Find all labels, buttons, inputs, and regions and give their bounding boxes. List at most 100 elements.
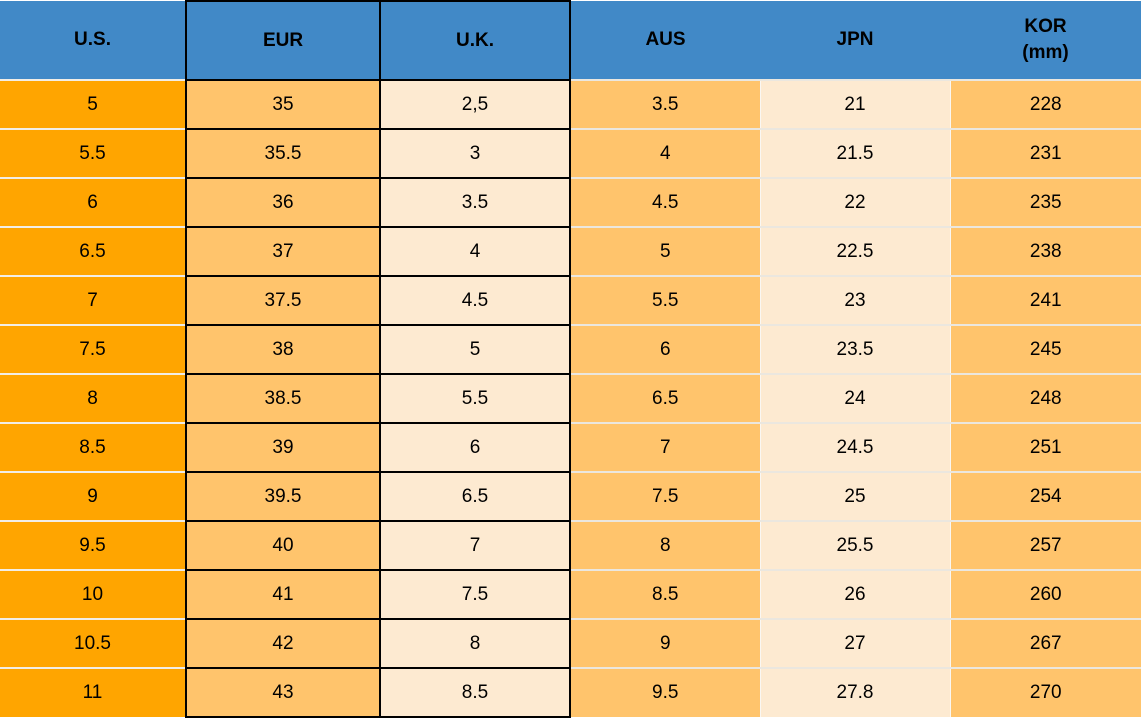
table-row: 9 39.5 6.5 7.5 25 254 bbox=[0, 471, 1141, 522]
cell-jpn: 26 bbox=[759, 569, 950, 619]
cell-eur: 36 bbox=[185, 177, 381, 228]
header-kor-label: KOR bbox=[1024, 16, 1067, 38]
cell-eur: 39 bbox=[185, 422, 381, 473]
cell-aus: 9 bbox=[570, 618, 760, 668]
table-row: 8 38.5 5.5 6.5 24 248 bbox=[0, 373, 1141, 424]
cell-kor: 248 bbox=[949, 373, 1141, 423]
cell-kor: 267 bbox=[949, 618, 1141, 668]
cell-kor: 231 bbox=[949, 128, 1141, 178]
cell-us: 8 bbox=[0, 373, 186, 423]
cell-aus: 7.5 bbox=[570, 471, 760, 521]
header-uk: U.K. bbox=[379, 0, 571, 81]
cell-us: 10.5 bbox=[0, 618, 186, 668]
cell-eur: 40 bbox=[185, 520, 381, 571]
cell-uk: 6 bbox=[379, 422, 571, 473]
cell-us: 7.5 bbox=[0, 324, 186, 374]
cell-eur: 37 bbox=[185, 226, 381, 277]
cell-us: 5.5 bbox=[0, 128, 186, 178]
header-row: U.S. EUR U.K. AUS JPN KOR (mm) bbox=[0, 0, 1141, 81]
table-row: 7 37.5 4.5 5.5 23 241 bbox=[0, 275, 1141, 326]
cell-jpn: 24.5 bbox=[759, 422, 950, 472]
cell-aus: 6 bbox=[570, 324, 760, 374]
cell-eur: 43 bbox=[185, 667, 381, 718]
table-body: 5 35 2,5 3.5 21 228 5.5 35.5 3 4 21.5 231 6 36 3.5 4.5 2… bbox=[0, 79, 1141, 718]
header-us: U.S. bbox=[0, 1, 186, 80]
cell-jpn: 24 bbox=[759, 373, 950, 423]
cell-aus: 8.5 bbox=[570, 569, 760, 619]
cell-kor: 251 bbox=[949, 422, 1141, 472]
cell-aus: 3.5 bbox=[570, 79, 760, 129]
table-row: 6.5 37 4 5 22.5 238 bbox=[0, 226, 1141, 277]
cell-uk: 6.5 bbox=[379, 471, 571, 522]
cell-uk: 7.5 bbox=[379, 569, 571, 620]
cell-uk: 4.5 bbox=[379, 275, 571, 326]
table-row: 10.5 42 8 9 27 267 bbox=[0, 618, 1141, 669]
cell-jpn: 22 bbox=[759, 177, 950, 227]
table-row: 10 41 7.5 8.5 26 260 bbox=[0, 569, 1141, 620]
cell-uk: 8 bbox=[379, 618, 571, 669]
cell-jpn: 25 bbox=[759, 471, 950, 521]
cell-jpn: 27.8 bbox=[759, 667, 950, 717]
cell-eur: 35.5 bbox=[185, 128, 381, 179]
cell-eur: 41 bbox=[185, 569, 381, 620]
header-kor-sublabel: (mm) bbox=[1022, 42, 1069, 63]
cell-us: 8.5 bbox=[0, 422, 186, 472]
cell-eur: 38.5 bbox=[185, 373, 381, 424]
cell-uk: 5 bbox=[379, 324, 571, 375]
cell-kor: 270 bbox=[949, 667, 1141, 717]
cell-us: 5 bbox=[0, 79, 186, 129]
cell-kor: 245 bbox=[949, 324, 1141, 374]
header-jpn: JPN bbox=[760, 1, 950, 80]
cell-jpn: 21.5 bbox=[759, 128, 950, 178]
cell-us: 10 bbox=[0, 569, 186, 619]
cell-us: 7 bbox=[0, 275, 186, 325]
cell-us: 11 bbox=[0, 667, 186, 717]
cell-kor: 257 bbox=[949, 520, 1141, 570]
cell-uk: 3.5 bbox=[379, 177, 571, 228]
cell-aus: 4 bbox=[570, 128, 760, 178]
cell-kor: 235 bbox=[949, 177, 1141, 227]
cell-uk: 8.5 bbox=[379, 667, 571, 718]
cell-aus: 5.5 bbox=[570, 275, 760, 325]
table-row: 11 43 8.5 9.5 27.8 270 bbox=[0, 667, 1141, 718]
table-row: 5.5 35.5 3 4 21.5 231 bbox=[0, 128, 1141, 179]
cell-us: 6.5 bbox=[0, 226, 186, 276]
cell-jpn: 27 bbox=[759, 618, 950, 668]
table-row: 7.5 38 5 6 23.5 245 bbox=[0, 324, 1141, 375]
cell-kor: 241 bbox=[949, 275, 1141, 325]
cell-jpn: 22.5 bbox=[759, 226, 950, 276]
cell-jpn: 23.5 bbox=[759, 324, 950, 374]
cell-us: 9.5 bbox=[0, 520, 186, 570]
cell-kor: 260 bbox=[949, 569, 1141, 619]
cell-kor: 254 bbox=[949, 471, 1141, 521]
cell-us: 6 bbox=[0, 177, 186, 227]
cell-aus: 6.5 bbox=[570, 373, 760, 423]
cell-aus: 7 bbox=[570, 422, 760, 472]
table-row: 9.5 40 7 8 25.5 257 bbox=[0, 520, 1141, 571]
cell-us: 9 bbox=[0, 471, 186, 521]
header-kor: KOR (mm) bbox=[950, 1, 1141, 80]
cell-kor: 228 bbox=[949, 79, 1141, 129]
table-row: 6 36 3.5 4.5 22 235 bbox=[0, 177, 1141, 228]
table-row: 8.5 39 6 7 24.5 251 bbox=[0, 422, 1141, 473]
cell-eur: 38 bbox=[185, 324, 381, 375]
cell-jpn: 25.5 bbox=[759, 520, 950, 570]
cell-uk: 2,5 bbox=[379, 79, 571, 130]
cell-aus: 8 bbox=[570, 520, 760, 570]
cell-jpn: 23 bbox=[759, 275, 950, 325]
cell-eur: 35 bbox=[185, 79, 381, 130]
cell-jpn: 21 bbox=[759, 79, 950, 129]
cell-kor: 238 bbox=[949, 226, 1141, 276]
cell-uk: 3 bbox=[379, 128, 571, 179]
cell-aus: 9.5 bbox=[570, 667, 760, 717]
header-aus: AUS bbox=[570, 1, 760, 80]
cell-eur: 42 bbox=[185, 618, 381, 669]
cell-uk: 5.5 bbox=[379, 373, 571, 424]
cell-aus: 4.5 bbox=[570, 177, 760, 227]
cell-aus: 5 bbox=[570, 226, 760, 276]
cell-eur: 39.5 bbox=[185, 471, 381, 522]
table-row: 5 35 2,5 3.5 21 228 bbox=[0, 79, 1141, 130]
header-eur: EUR bbox=[185, 0, 381, 81]
cell-uk: 7 bbox=[379, 520, 571, 571]
